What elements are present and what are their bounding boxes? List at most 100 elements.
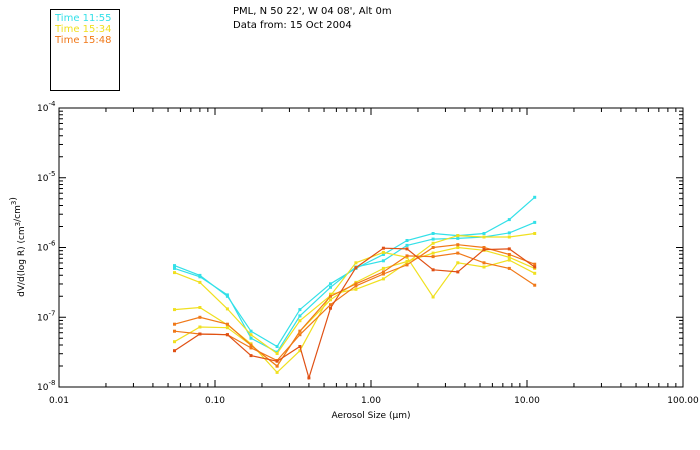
- data-point: [431, 232, 435, 235]
- data-point: [381, 250, 385, 254]
- data-point: [381, 253, 385, 256]
- data-point: [456, 236, 460, 240]
- data-point: [249, 343, 253, 347]
- data-point: [431, 251, 435, 255]
- legend-entry-1155: Time 11:55: [55, 13, 111, 24]
- data-point: [173, 308, 176, 312]
- data-point: [249, 354, 253, 358]
- legend-label-1534: Time 15:34: [55, 24, 112, 35]
- data-point: [225, 333, 229, 337]
- data-point: [275, 359, 279, 363]
- data-point: [298, 308, 302, 312]
- data-point: [198, 275, 202, 279]
- data-point: [405, 239, 409, 242]
- data-point: [298, 333, 302, 337]
- axes: 0.01 0.10 1.00 10.00 100.00 10-4 10-5 10-6 10-7 1…: [37, 100, 699, 406]
- data-point: [249, 346, 253, 350]
- data-point: [173, 329, 176, 333]
- data-point: [381, 270, 385, 274]
- data-point: [507, 247, 511, 251]
- data-point: [307, 376, 311, 380]
- data-point: [482, 265, 486, 269]
- data-point: [533, 262, 537, 266]
- data-point: [329, 294, 332, 298]
- data-point: [298, 345, 302, 348]
- data-point: [456, 270, 460, 274]
- legend-entry-1548: Time 15:48: [55, 35, 111, 46]
- data-point: [507, 258, 511, 262]
- data-point: [507, 253, 511, 256]
- y-tick-label: 10-6: [37, 240, 56, 254]
- data-point: [482, 248, 486, 252]
- data-point: [354, 261, 358, 265]
- data-point: [298, 329, 302, 333]
- data-point: [381, 259, 385, 263]
- legend-label-1155: Time 11:55: [55, 13, 112, 24]
- y-tick-label: 10-5: [37, 170, 55, 184]
- data-point: [431, 268, 435, 272]
- data-point: [533, 195, 537, 199]
- data-point: [198, 306, 202, 309]
- data-point: [329, 298, 332, 302]
- data-point: [225, 307, 229, 311]
- data-point: [405, 263, 409, 267]
- data-point: [405, 260, 409, 263]
- data-point: [329, 303, 332, 307]
- data-point: [275, 370, 279, 374]
- data-point: [173, 322, 176, 326]
- data-point: [405, 254, 409, 258]
- y-tick-label: 10-7: [37, 309, 55, 323]
- data-point: [381, 246, 385, 250]
- data-point: [354, 282, 358, 286]
- series-layer: [173, 195, 537, 380]
- data-point: [329, 292, 332, 296]
- date-header: Data from: 15 Oct 2004: [233, 20, 352, 31]
- data-point: [381, 277, 385, 281]
- data-point: [507, 218, 511, 222]
- data-point: [275, 364, 279, 368]
- data-point: [329, 285, 332, 289]
- data-point: [198, 280, 202, 284]
- data-point: [456, 243, 460, 247]
- data-point: [225, 326, 229, 330]
- data-point: [354, 284, 358, 288]
- x-axis-title: Aerosol Size (μm): [332, 411, 411, 421]
- series-line-4: [174, 232, 535, 374]
- x-tick-label: 1.00: [361, 396, 381, 406]
- data-point: [482, 235, 486, 239]
- legend: Time 11:55 Time 15:34 Time 15:48: [50, 9, 120, 91]
- data-point: [249, 329, 253, 333]
- data-point: [482, 232, 486, 235]
- data-point: [329, 282, 332, 286]
- data-point: [354, 287, 358, 291]
- data-point: [533, 265, 537, 269]
- y-axis-title: dV/d(log R) (cm3/cm3): [9, 197, 27, 297]
- data-point: [431, 241, 435, 245]
- location-header: PML, N 50 22', W 04 08', Alt 0m: [233, 6, 392, 17]
- data-point: [198, 325, 202, 329]
- data-point: [173, 349, 176, 353]
- data-point: [298, 314, 302, 318]
- data-point: [173, 340, 176, 344]
- series-line-8: [174, 247, 536, 380]
- data-point: [298, 349, 302, 353]
- data-point: [482, 261, 486, 265]
- data-point: [533, 232, 537, 235]
- x-tick-label: 100.00: [667, 396, 699, 406]
- data-point: [225, 293, 229, 297]
- data-point: [249, 333, 253, 337]
- data-point: [173, 264, 176, 268]
- plot-frame: [58, 107, 684, 388]
- data-point: [198, 332, 202, 336]
- data-point: [533, 220, 537, 224]
- data-point: [354, 266, 358, 270]
- data-point: [431, 295, 435, 299]
- data-point: [507, 235, 511, 239]
- data-point: [405, 247, 409, 251]
- data-point: [381, 266, 385, 270]
- data-point: [507, 266, 511, 270]
- data-point: [173, 271, 176, 275]
- data-point: [456, 246, 460, 249]
- data-point: [173, 266, 176, 270]
